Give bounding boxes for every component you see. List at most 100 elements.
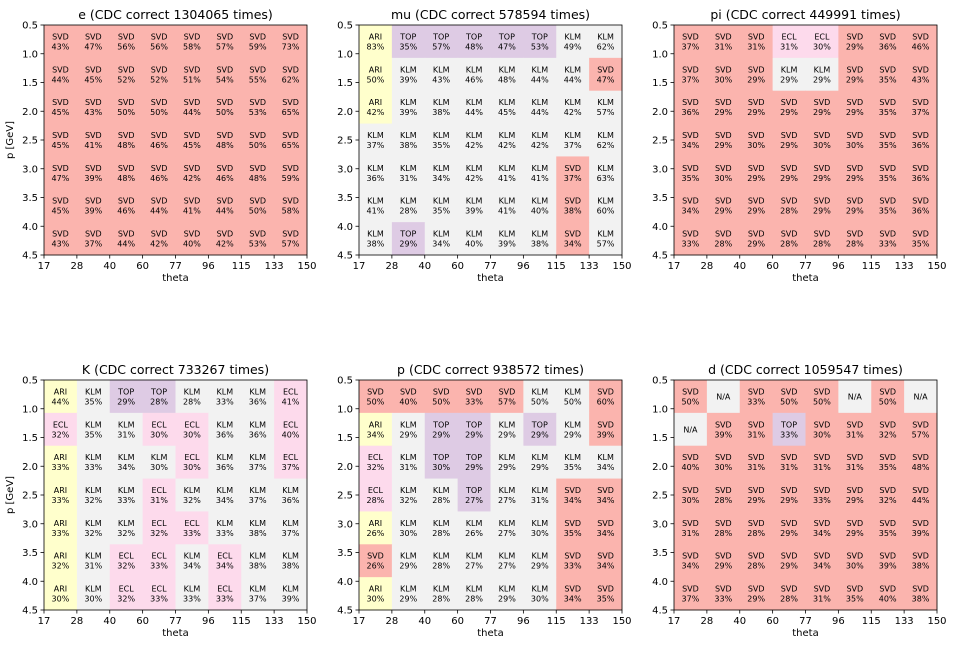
cell-percentage-label: 33% (183, 529, 201, 538)
cell-percentage-label: 42% (564, 108, 582, 117)
cell-percentage-label: 29% (531, 430, 549, 439)
cell-detector-label: SVD (912, 486, 929, 495)
heatmap-cell (904, 445, 938, 480)
heatmap-cell (871, 57, 905, 92)
heatmap-cell (175, 90, 209, 125)
cell-percentage-label: 47% (498, 42, 516, 51)
cell-percentage-label: 58% (282, 207, 300, 216)
cell-percentage-label: 41% (531, 174, 549, 183)
heatmap-cell (142, 511, 176, 545)
x-tick-label: 96 (517, 616, 530, 627)
heatmap-cell (706, 544, 741, 578)
cell-detector-label: SVD (282, 197, 299, 206)
heatmap-cell (424, 478, 459, 512)
heatmap-cell (175, 544, 209, 578)
cell-percentage-label: 27% (465, 562, 483, 571)
cell-detector-label: SVD (846, 486, 863, 495)
cell-detector-label: ECL (184, 420, 200, 429)
heatmap-cell (589, 445, 623, 480)
cell-percentage-label: 28% (432, 529, 450, 538)
cell-detector-label: SVD (879, 585, 896, 594)
y-tick-label: 2.5 (337, 491, 353, 502)
x-tick-label: 60 (451, 261, 464, 272)
heatmap-cell (175, 445, 209, 480)
y-tick-label: 3.5 (337, 193, 353, 204)
cell-percentage-label: 29% (498, 463, 516, 472)
heatmap-cell (674, 123, 708, 157)
cell-percentage-label: 29% (747, 207, 765, 216)
x-tick-label: 17 (353, 616, 366, 627)
cell-detector-label: SVD (748, 164, 765, 173)
cell-percentage-label: 26% (367, 529, 385, 538)
cell-detector-label: SVD (814, 486, 831, 495)
heatmap-panel: SVD50%SVD40%SVD50%SVD33%SVD57%KLM50%KLM5… (337, 362, 631, 639)
cell-detector-label: KLM (466, 552, 483, 561)
x-tick-label: 40 (103, 261, 116, 272)
cell-percentage-label: 30% (813, 141, 831, 150)
cell-percentage-label: 44% (216, 207, 234, 216)
y-tick-label: 1.5 (652, 78, 668, 89)
heatmap-cell (589, 544, 623, 578)
x-tick-label: 40 (103, 616, 116, 627)
heatmap-cell (523, 156, 557, 190)
cell-detector-label: ECL (283, 453, 299, 462)
cell-percentage-label: 30% (846, 562, 864, 571)
heatmap-cell (871, 445, 905, 480)
cell-percentage-label: 33% (564, 562, 582, 571)
cell-percentage-label: 39% (84, 174, 102, 183)
cell-detector-label: KLM (400, 585, 417, 594)
cell-detector-label: SVD (846, 131, 863, 140)
cell-percentage-label: 34% (682, 207, 700, 216)
heatmap-cell (457, 90, 491, 125)
heatmap-cell (241, 90, 275, 125)
cell-detector-label: SVD (846, 65, 863, 74)
heatmap-cell (772, 511, 806, 545)
heatmap-cell (838, 380, 872, 414)
cell-detector-label: SVD (52, 164, 69, 173)
x-tick-label: 17 (668, 261, 681, 272)
cell-detector-label: SVD (216, 65, 233, 74)
heatmap-cell (805, 222, 839, 256)
cell-detector-label: KLM (499, 420, 516, 429)
cell-percentage-label: 29% (531, 463, 549, 472)
cell-percentage-label: 30% (150, 463, 168, 472)
heatmap-cell (457, 123, 491, 157)
cell-percentage-label: 50% (150, 108, 168, 117)
cell-detector-label: KLM (532, 230, 549, 239)
x-tick-label: 28 (701, 616, 714, 627)
x-tick-label: 115 (862, 616, 881, 627)
cell-percentage-label: 29% (747, 174, 765, 183)
cell-percentage-label: 63% (597, 174, 615, 183)
cell-percentage-label: 47% (597, 75, 615, 84)
heatmap-cell (241, 412, 275, 447)
cell-percentage-label: 57% (498, 397, 516, 406)
heatmap-cell (142, 156, 176, 190)
heatmap-cell (44, 189, 78, 223)
cell-percentage-label: 35% (597, 595, 615, 604)
cell-percentage-label: 34% (183, 562, 201, 571)
heatmap-cell (556, 577, 590, 611)
heatmap-cell (805, 156, 839, 190)
cell-detector-label: KLM (597, 197, 614, 206)
cell-percentage-label: 44% (531, 75, 549, 84)
heatmap-cell (556, 478, 590, 512)
cell-detector-label: SVD (846, 453, 863, 462)
cell-percentage-label: 39% (399, 75, 417, 84)
heatmap-cell (589, 90, 623, 125)
cell-percentage-label: 34% (597, 562, 615, 571)
heatmap-cell (706, 222, 741, 256)
cell-detector-label: SVD (151, 197, 168, 206)
heatmap-cell (391, 57, 426, 92)
cell-percentage-label: 57% (282, 240, 300, 249)
cell-detector-label: SVD (748, 98, 765, 107)
heatmap-cell (109, 577, 144, 611)
heatmap-cell (490, 156, 524, 190)
cell-detector-label: SVD (151, 98, 168, 107)
heatmap-cell (772, 222, 806, 256)
cell-percentage-label: 38% (912, 562, 930, 571)
heatmap-cell (109, 380, 144, 414)
x-tick-label: 133 (895, 261, 914, 272)
cell-percentage-label: 57% (597, 240, 615, 249)
x-tick-label: 17 (38, 261, 51, 272)
cell-percentage-label: 28% (747, 529, 765, 538)
